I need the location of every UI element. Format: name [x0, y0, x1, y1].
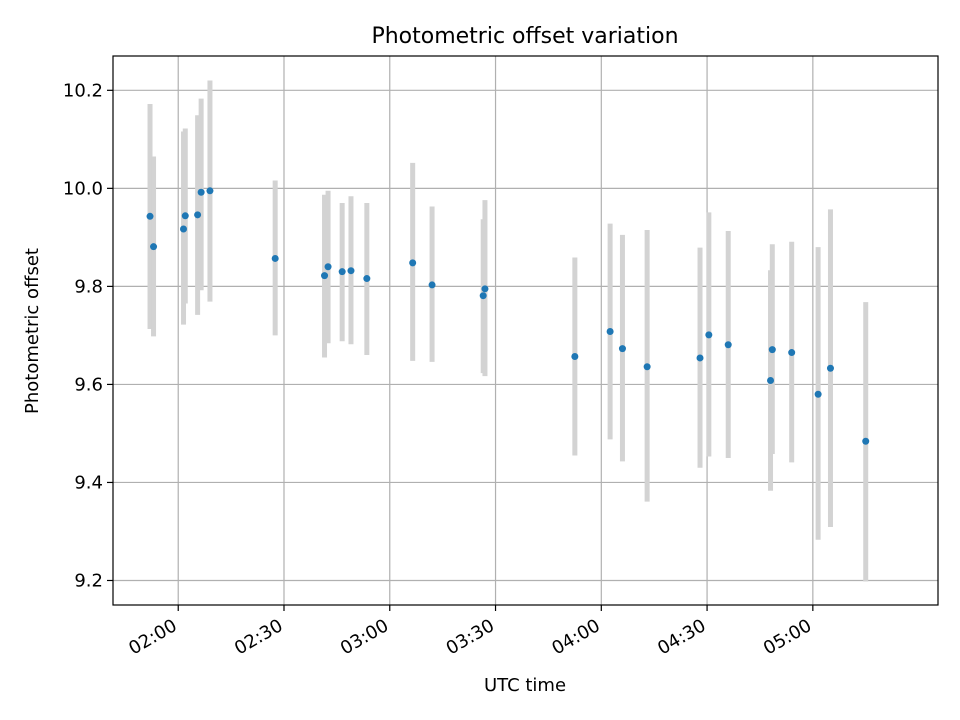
data-point — [643, 363, 651, 371]
data-point — [618, 345, 626, 353]
plot-frame — [112, 55, 939, 606]
data-point — [862, 437, 870, 445]
chart-title: Photometric offset variation — [371, 24, 678, 49]
data-points — [146, 187, 870, 445]
y-tick-label: 10.0 — [63, 178, 103, 199]
y-axis-label: Photometric offset — [22, 248, 43, 414]
data-point — [150, 243, 158, 251]
data-point — [363, 275, 371, 283]
y-tick-label: 9.4 — [74, 472, 103, 493]
data-point — [826, 364, 834, 372]
data-point — [324, 263, 332, 271]
y-tick-label: 9.2 — [74, 570, 103, 591]
data-point — [409, 259, 417, 267]
data-point — [194, 211, 202, 219]
data-point — [180, 225, 188, 233]
grid — [113, 56, 938, 605]
data-point — [724, 341, 732, 349]
data-point — [606, 327, 614, 335]
data-point — [428, 281, 436, 289]
data-point — [181, 212, 189, 220]
y-axis-ticks: 9.2 9.4 9.6 9.8 10.0 10.2 — [63, 80, 113, 591]
data-point — [321, 272, 329, 280]
data-point — [571, 352, 579, 360]
data-point — [479, 292, 487, 300]
data-point — [814, 390, 822, 398]
data-point — [197, 188, 205, 196]
data-point — [481, 285, 489, 293]
data-point — [146, 212, 154, 220]
data-point — [705, 331, 713, 339]
y-tick-label: 9.6 — [74, 374, 103, 395]
y-tick-label: 9.8 — [74, 276, 103, 297]
data-point — [206, 187, 214, 195]
data-point — [788, 349, 796, 357]
data-point — [696, 354, 704, 362]
data-point — [347, 267, 355, 275]
data-point — [338, 268, 346, 276]
data-point — [768, 346, 776, 354]
data-point — [767, 376, 775, 384]
y-tick-label: 10.2 — [63, 80, 103, 101]
data-point — [271, 254, 279, 262]
x-axis-label: UTC time — [484, 675, 566, 696]
